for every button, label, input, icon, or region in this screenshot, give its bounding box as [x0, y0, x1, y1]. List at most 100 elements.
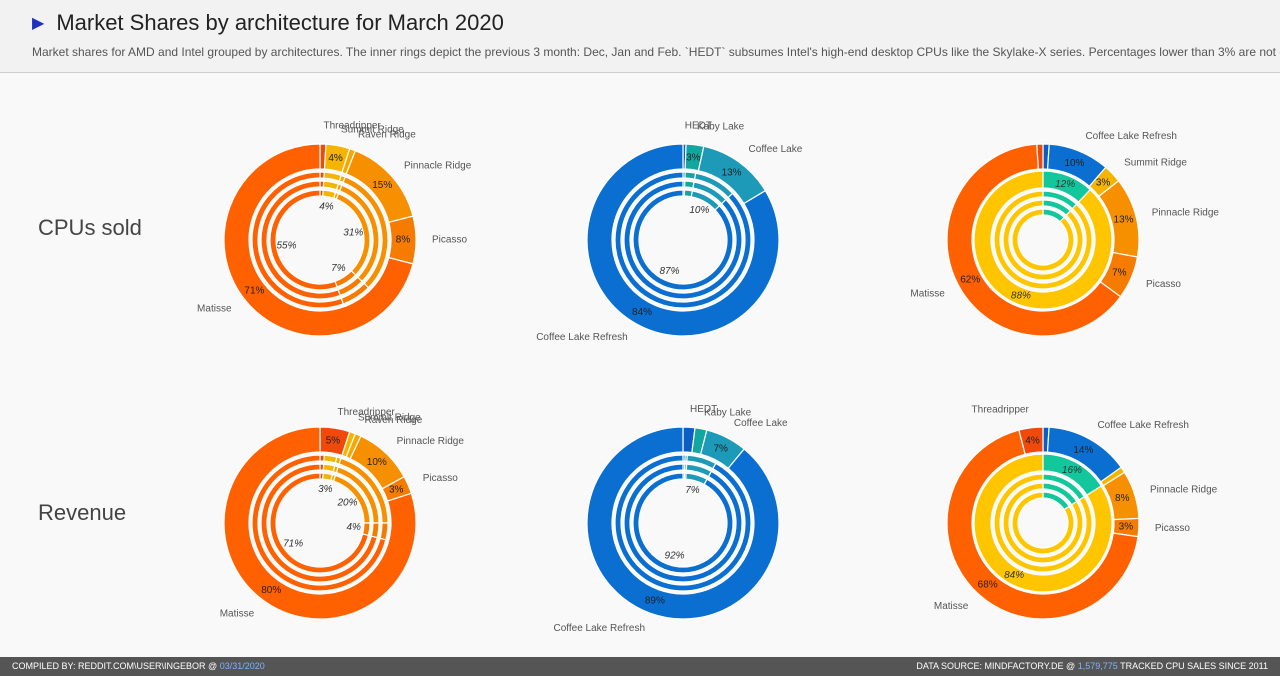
footer-compiled-by: COMPILED BY: REDDIT.COM\USER\INGEBOR @ 0…: [12, 661, 265, 671]
outer-slice-threadripper: [1018, 426, 1044, 456]
category-label-pinnacle-ridge: Pinnacle Ridge: [397, 436, 465, 447]
tracked-count: 1,579,775: [1077, 661, 1118, 671]
category-label-matisse: Matisse: [220, 608, 255, 619]
category-label-raven-ridge: Raven Ridge: [358, 129, 416, 140]
category-label-coffee-lake-refresh: Coffee Lake Refresh: [1097, 420, 1189, 431]
month-ring-0-matisse: [251, 454, 387, 592]
outer-slice-matisse: [223, 426, 417, 620]
month-ring-1-amd: [1002, 199, 1084, 281]
category-label-kaby-lake: Kaby Lake: [704, 408, 752, 419]
inner-label-summit-ridge: 4%: [319, 201, 334, 212]
category-label-summit-ridge: Summit Ridge: [358, 412, 421, 423]
outer-label-summit-ridge: 4%: [328, 153, 343, 164]
donut-cpus-sold-total: 12% 88% 10% 3% 13% 7% 62% Coffee Lake Refresh Su…: [910, 131, 1220, 337]
inner-label-coffee-lake: 7%: [685, 485, 700, 496]
month-ring-0-amd: [993, 190, 1093, 290]
category-label-coffee-lake-refresh: Coffee Lake Refresh: [554, 623, 646, 634]
category-label-pinnacle-ridge: Pinnacle Ridge: [1152, 208, 1220, 219]
month-ring-1-picasso: [370, 522, 380, 539]
data-source-suffix: TRACKED CPU SALES SINCE 2011: [1120, 661, 1268, 671]
outer-label-picasso: 8%: [396, 235, 411, 246]
footer-data-source: DATA SOURCE: MINDFACTORY.DE @ 1,579,775 …: [916, 661, 1268, 671]
outer-label-picasso: 3%: [389, 485, 404, 496]
month-ring-0-summit-ridge: [323, 454, 338, 464]
outer-label-matisse: 68%: [978, 579, 998, 590]
play-arrow-icon: ▶: [32, 15, 45, 32]
outer-label-matisse: 80%: [261, 585, 281, 596]
month-ring-2-matisse: [269, 189, 338, 291]
outer-slice-coffee-lake-refresh: [586, 143, 780, 337]
outer-slice-matisse: [946, 143, 1122, 337]
category-label-matisse: Matisse: [197, 303, 232, 314]
month-ring-0-kaby-lake: [684, 171, 697, 180]
inner-label-amd: 88%: [1011, 290, 1031, 301]
category-label-hedt: HEDT: [690, 404, 717, 415]
outer-label-coffee-lake-refresh: 89%: [645, 596, 665, 607]
category-label-picasso: Picasso: [423, 473, 458, 484]
outer-label-summit-ridge: 3%: [1096, 177, 1111, 188]
month-ring-1-matisse: [260, 180, 341, 300]
outer-label-threadripper: 5%: [326, 436, 341, 447]
outer-label-matisse: 71%: [244, 286, 264, 297]
month-ring-2-coffee-lake-refresh: [632, 189, 734, 291]
inner-label-intel: 16%: [1062, 465, 1082, 476]
outer-label-coffee-lake-refresh: 84%: [632, 307, 652, 318]
month-ring-0-amd: [993, 473, 1093, 573]
category-label-threadripper: Threadripper: [324, 121, 382, 132]
category-label-coffee-lake-refresh: Coffee Lake Refresh: [1085, 131, 1177, 142]
category-label-hedt: HEDT: [685, 121, 712, 132]
outer-label-matisse: 62%: [960, 275, 980, 286]
data-source-text: DATA SOURCE: MINDFACTORY.DE @: [916, 661, 1076, 671]
row-label-cpus-sold: CPUs sold: [38, 215, 142, 240]
category-label-coffee-lake-refresh: Coffee Lake Refresh: [536, 332, 628, 343]
row-label-revenue: Revenue: [38, 500, 127, 525]
month-ring-1-coffee-lake-refresh: [623, 180, 743, 300]
category-label-pinnacle-ridge: Pinnacle Ridge: [1150, 484, 1218, 495]
category-label-picasso: Picasso: [1155, 523, 1190, 534]
category-label-raven-ridge: Raven Ridge: [364, 415, 422, 426]
outer-label-coffee-lake: 7%: [713, 444, 728, 455]
month-ring-0-summit-ridge: [323, 171, 342, 182]
category-label-kaby-lake: Kaby Lake: [697, 122, 745, 133]
category-label-coffee-lake: Coffee Lake: [749, 144, 803, 155]
category-label-picasso: Picasso: [432, 235, 467, 246]
inner-label-coffee-lake-refresh: 92%: [665, 551, 685, 562]
category-label-matisse: Matisse: [910, 289, 945, 300]
month-ring-2-coffee-lake-refresh: [632, 472, 734, 574]
outer-label-pinnacle-ridge: 13%: [1114, 215, 1134, 226]
month-ring-2-amd: [1011, 208, 1075, 272]
month-ring-0-coffee-lake-refresh: [614, 171, 752, 309]
category-label-coffee-lake: Coffee Lake: [734, 418, 788, 429]
inner-label-coffee-lake: 10%: [689, 205, 709, 216]
outer-label-pinnacle-ridge: 8%: [1115, 493, 1130, 504]
outer-label-picasso: 3%: [1119, 522, 1134, 533]
outer-label-coffee-lake-refresh: 10%: [1064, 158, 1084, 169]
compiled-date: 03/31/2020: [219, 661, 265, 671]
month-ring-1-amd: [1002, 482, 1084, 564]
inner-label-matisse: 71%: [283, 538, 303, 549]
outer-slice-coffee-lake-refresh: [586, 426, 780, 620]
inner-label-intel: 12%: [1055, 179, 1075, 190]
inner-label-summit-ridge: 3%: [318, 484, 333, 495]
inner-slice-amd: [973, 453, 1113, 593]
compiled-by-text: COMPILED BY: REDDIT.COM\USER\INGEBOR @: [12, 661, 218, 671]
page-subtitle: Market shares for AMD and Intel grouped …: [32, 45, 1280, 59]
month-ring-0-coffee-lake-refresh: [614, 454, 752, 592]
month-ring-1-matisse: [260, 463, 378, 583]
category-label-pinnacle-ridge: Pinnacle Ridge: [404, 161, 472, 172]
inner-label-amd: 84%: [1004, 570, 1024, 581]
outer-slice-matisse: [946, 429, 1139, 620]
inner-label-coffee-lake-refresh: 87%: [659, 266, 679, 277]
inner-label-pinnacle-ridge: 31%: [343, 228, 363, 239]
inner-label-picasso: 7%: [331, 263, 346, 274]
inner-label-matisse: 55%: [277, 241, 297, 252]
category-label-summit-ridge: Summit Ridge: [341, 125, 404, 136]
page-title: Market Shares by architecture for March …: [56, 10, 504, 35]
outer-label-kaby-lake: 3%: [686, 152, 701, 163]
category-label-threadripper: Threadripper: [972, 405, 1030, 416]
outer-slice-matisse: [223, 143, 414, 337]
